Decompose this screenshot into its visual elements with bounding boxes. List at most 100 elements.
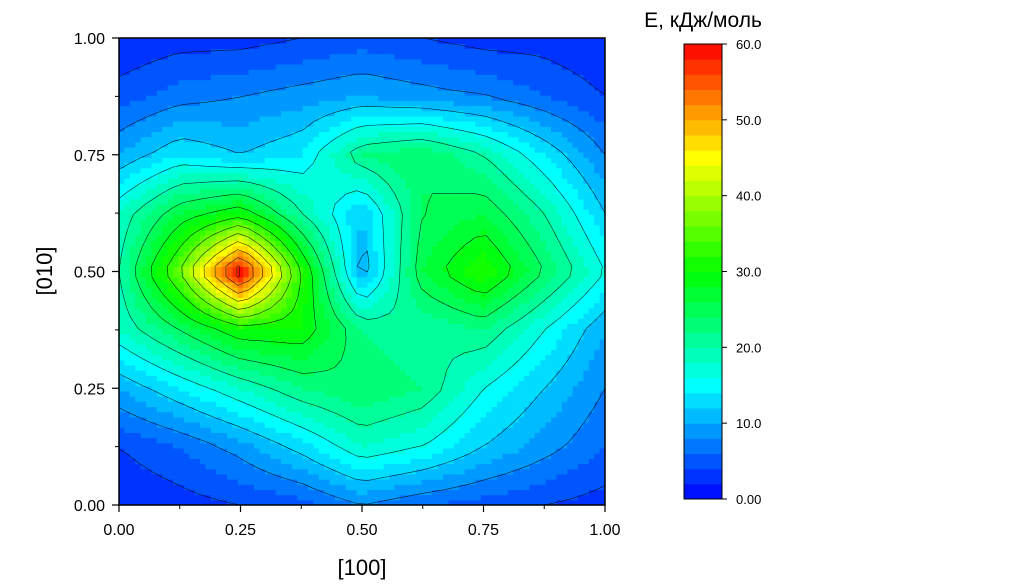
heatmap-cell [275,463,282,470]
heatmap-cell [194,390,201,397]
heatmap-cell [189,328,196,335]
heatmap-cell [567,494,574,501]
heatmap-cell [529,245,536,252]
heatmap-cell [216,261,223,267]
heatmap-cell [243,323,250,330]
heatmap-cell [243,468,250,475]
heatmap-cell [372,411,379,418]
heatmap-cell [146,297,152,304]
heatmap-cell [286,447,293,454]
heatmap-cell [410,323,417,330]
heatmap-cell [119,328,125,335]
heatmap-cell [356,313,363,319]
heatmap-cell [416,396,422,402]
heatmap-cell [248,240,255,247]
heatmap-cell [578,473,584,480]
heatmap-cell [486,354,493,361]
heatmap-cell [432,447,439,454]
heatmap-cell [578,287,584,293]
heatmap-cell [437,385,444,392]
heatmap-cell [378,401,385,408]
heatmap-cell [189,453,196,459]
heatmap-cell [583,261,590,267]
heatmap-cell [264,224,271,231]
heatmap-cell [410,333,417,340]
heatmap-cell [378,328,385,335]
heatmap-cell [394,396,401,402]
heatmap-cell [421,437,428,444]
heatmap-cell [178,489,185,496]
heatmap-cell [578,224,584,231]
heatmap-cell [178,359,185,366]
heatmap-cell [318,224,325,231]
heatmap-cell [486,437,493,444]
heatmap-cell [399,245,406,252]
heatmap-cell [183,297,190,304]
heatmap-cell [140,328,147,335]
heatmap-cell [248,359,255,366]
heatmap-cell [205,328,212,335]
heatmap-cell [270,463,277,470]
heatmap-cell [173,359,179,366]
heatmap-cell [140,437,147,444]
heatmap-cell [507,224,514,231]
heatmap-cell [475,323,482,330]
heatmap-cell [497,333,503,340]
heatmap-cell [178,494,185,501]
heatmap-cell [513,494,520,501]
heatmap-cell [340,229,347,236]
heatmap-cell [459,333,466,340]
heatmap-cell [345,468,352,475]
heatmap-cell [416,219,422,226]
heatmap-cell [297,318,304,324]
heatmap-cell [254,313,260,319]
heatmap-cell [453,499,460,505]
heatmap-cell [507,229,514,236]
heatmap-cell [480,271,487,278]
heatmap-cell [135,375,142,382]
heatmap-cell [475,271,482,278]
heatmap-cell [173,224,179,231]
heatmap-cell [534,463,541,470]
heatmap-cell [146,437,152,444]
heatmap-cell [254,349,260,356]
heatmap-cell [340,261,347,267]
heatmap-cell [345,437,352,444]
heatmap-cell [561,494,568,501]
heatmap-cell [205,499,212,505]
heatmap-cell [437,447,444,454]
heatmap-cell [135,390,142,397]
heatmap-cell [259,453,266,459]
heatmap-cell [270,214,277,221]
heatmap-cell [248,380,255,387]
heatmap-cell [459,302,466,309]
heatmap-cell [329,250,336,257]
heatmap-cell [405,437,412,444]
heatmap-cell [313,370,320,376]
heatmap-cell [583,484,590,491]
heatmap-cell [194,313,201,319]
heatmap-cell [594,484,601,491]
heatmap-cell [453,463,460,470]
heatmap-cell [151,240,158,247]
heatmap-cell [156,219,163,226]
heatmap-cell [248,323,255,330]
heatmap-cell [561,255,568,262]
heatmap-cell [389,406,395,413]
heatmap-cell [237,390,244,397]
heatmap-cell [545,266,552,273]
heatmap-cell [583,328,590,335]
heatmap-cell [567,318,574,324]
heatmap-cell [162,292,169,299]
heatmap-cell [540,406,547,413]
heatmap-cell [156,489,163,496]
heatmap-cell [173,468,179,475]
heatmap-cell [200,489,206,496]
heatmap-cell [394,370,401,376]
heatmap-cell [167,323,174,330]
heatmap-cell [405,281,412,288]
heatmap-cell [119,463,125,470]
heatmap-cell [259,328,266,335]
heatmap-cell [205,297,212,304]
heatmap-cell [286,240,293,247]
